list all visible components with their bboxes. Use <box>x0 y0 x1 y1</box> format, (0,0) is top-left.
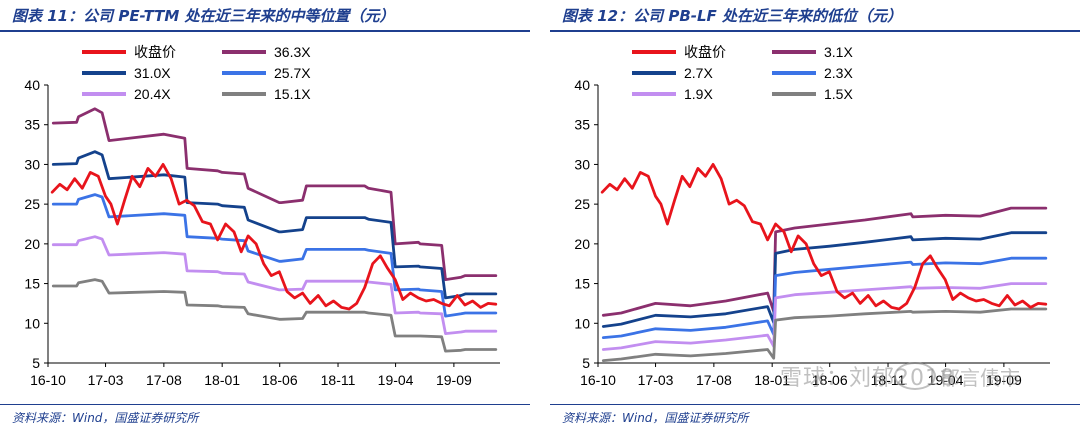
y-tick-label: 5 <box>582 355 590 371</box>
series-line-2 <box>601 231 1048 328</box>
wechat-icon <box>894 362 936 390</box>
x-tick-label: 19-09 <box>436 372 472 388</box>
figure-title: 图表 12：公司 PB-LF 处在近三年来的低位（元） <box>562 7 902 25</box>
legend-label: 1.9X <box>684 86 713 102</box>
y-tick-label: 5 <box>32 355 40 371</box>
title-divider <box>0 30 530 32</box>
title-divider <box>550 30 1080 32</box>
source-divider <box>0 404 530 405</box>
x-tick-label: 18-11 <box>321 372 356 388</box>
series-line-1 <box>51 107 498 282</box>
pe-ttm-figure: 图表 11：公司 PE-TTM 处在近三年来的中等位置（元） 5 10 15 20 25… <box>0 0 530 429</box>
series-line-3 <box>601 256 1048 340</box>
watermark-line1: 郁言债市 <box>940 366 1020 390</box>
x-tick-label: 18-06 <box>812 372 848 388</box>
legend-label: 36.3X <box>274 44 311 60</box>
pb-lf-chart: 5 10 15 20 25 30 35 40 16-10 17-03 17-08 18-01 18-06… <box>574 44 1050 388</box>
series-line-5 <box>601 307 1048 363</box>
figure-title: 图表 11：公司 PE-TTM 处在近三年来的中等位置（元） <box>12 7 395 25</box>
series-line-4 <box>51 235 498 336</box>
x-tick-label: 19-04 <box>378 372 414 388</box>
pb-lf-figure: 图表 12：公司 PB-LF 处在近三年来的低位（元） 5 10 15 20 25 30 3… <box>550 0 1080 429</box>
x-tick-label: 19-09 <box>986 372 1022 388</box>
y-tick-label: 20 <box>574 236 590 252</box>
watermark-line2: 雪球：刘郁2018 <box>780 366 955 391</box>
legend-label: 2.3X <box>824 65 853 81</box>
series-line-0 <box>600 162 1048 311</box>
y-tick-label: 30 <box>574 156 590 172</box>
series-line-5 <box>51 278 498 353</box>
x-tick-label: 16-10 <box>30 372 66 388</box>
x-tick-label: 17-08 <box>146 372 182 388</box>
legend-label: 收盘价 <box>134 44 176 60</box>
series-line-4 <box>601 282 1048 351</box>
y-tick-label: 10 <box>574 315 590 331</box>
legend-label: 收盘价 <box>684 44 726 60</box>
x-tick-label: 18-01 <box>754 372 790 388</box>
series-line-3 <box>51 193 498 318</box>
pe-ttm-chart: 5 10 15 20 25 30 35 40 16-10 17-03 17-08 18-01 18-06… <box>24 44 500 388</box>
x-tick-label: 17-03 <box>88 372 124 388</box>
y-tick-label: 40 <box>24 77 40 93</box>
series-line-1 <box>601 206 1048 317</box>
legend-label: 25.7X <box>274 65 311 81</box>
legend-label: 2.7X <box>684 65 713 81</box>
y-tick-label: 25 <box>24 196 40 212</box>
y-tick-label: 15 <box>24 276 40 292</box>
x-tick-label: 19-04 <box>928 372 964 388</box>
y-tick-label: 20 <box>24 236 40 252</box>
x-tick-label: 17-03 <box>638 372 674 388</box>
series-line-2 <box>51 150 498 300</box>
legend-label: 20.4X <box>134 86 171 102</box>
x-tick-label: 16-10 <box>580 372 616 388</box>
legend-label: 1.5X <box>824 86 853 102</box>
y-tick-label: 30 <box>24 156 40 172</box>
legend-label: 31.0X <box>134 65 171 81</box>
y-tick-label: 25 <box>574 196 590 212</box>
y-tick-label: 10 <box>24 315 40 331</box>
source-note: 资料来源：Wind，国盛证券研究所 <box>12 411 199 425</box>
axis-lines <box>47 85 500 364</box>
y-tick-label: 40 <box>574 77 590 93</box>
y-tick-label: 35 <box>574 117 590 133</box>
legend-label: 3.1X <box>824 44 853 60</box>
source-divider <box>550 404 1080 405</box>
y-tick-label: 35 <box>24 117 40 133</box>
x-tick-label: 18-01 <box>204 372 240 388</box>
y-tick-label: 15 <box>574 276 590 292</box>
series-line-0 <box>50 162 498 311</box>
x-tick-label: 18-06 <box>262 372 298 388</box>
source-note: 资料来源：Wind，国盛证券研究所 <box>562 411 749 425</box>
legend-label: 15.1X <box>274 86 311 102</box>
x-tick-label: 17-08 <box>696 372 732 388</box>
